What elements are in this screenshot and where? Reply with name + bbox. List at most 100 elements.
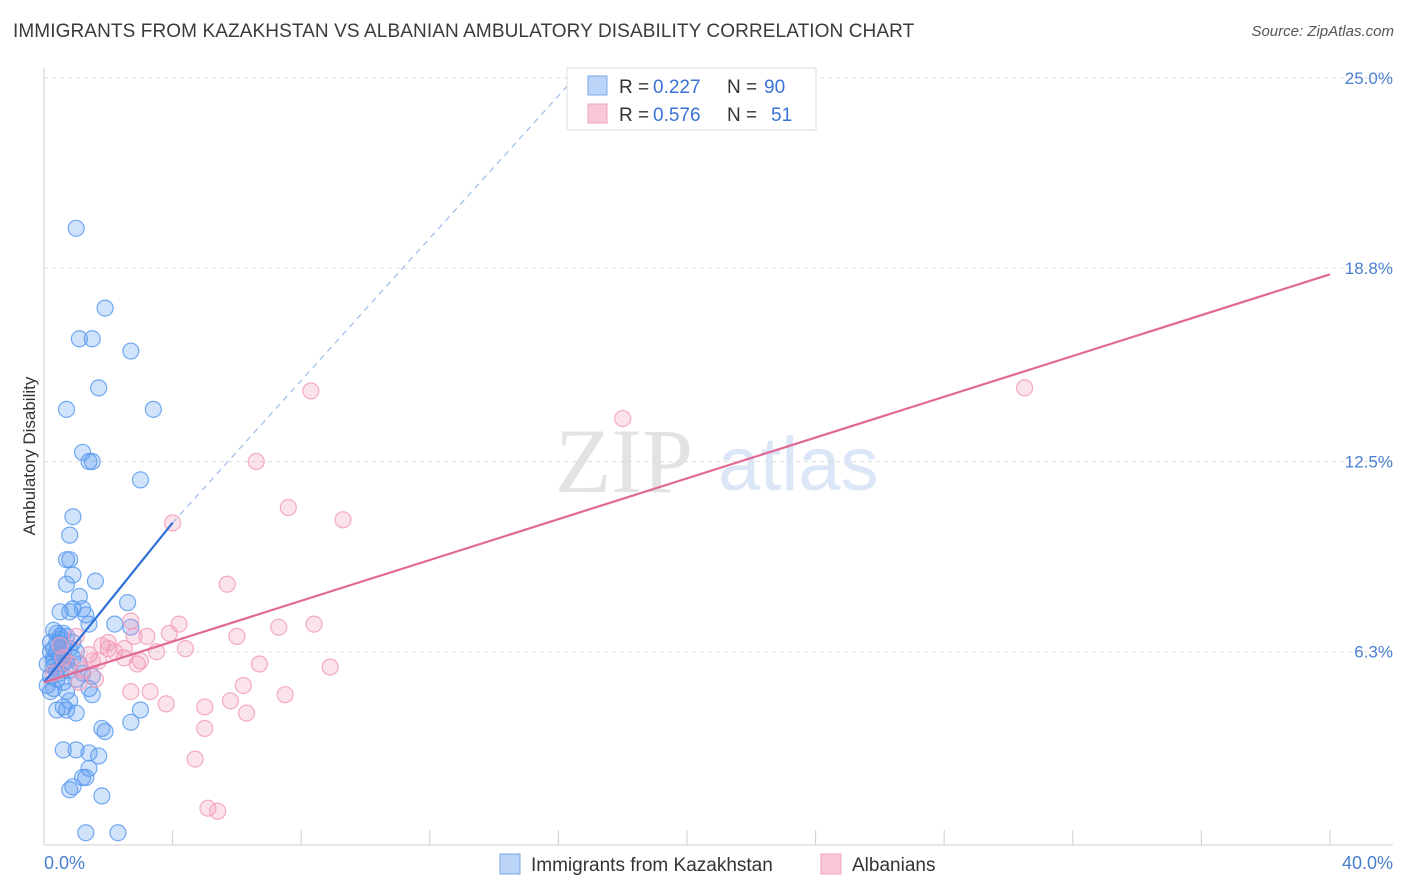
legend-box [566,67,817,131]
y-tick-label-3: 25.0% [1345,69,1393,88]
gridlines [44,77,1393,653]
kazakhstan-point-6 [57,400,76,418]
kazakhstan-point-76 [61,781,79,799]
albanians-point-46 [99,633,117,652]
correlation-legend: R = 0.227 N = 90 R = 0.576 N = 51 [566,67,817,131]
kazakhstan-point-71 [90,747,108,765]
albanians-point-33 [234,676,252,695]
albanians-point-36 [196,698,214,716]
y-tick-labels: 6.3% 12.5% 18.8% 25.0% [1345,69,1393,662]
bottom-legend-swatch-blue [499,853,521,875]
kazakhstan-trend-line [43,522,174,684]
kazakhstan-point-58 [83,686,101,704]
kazakhstan-point-20 [118,594,137,612]
x-tick-label-min: 0.0% [44,853,85,873]
series-kazakhstan-points [38,219,162,842]
albanians-point-32 [141,682,159,701]
albanians-point-40 [186,750,204,768]
kazakhstan-point-62 [67,704,85,722]
albanians-point-35 [157,695,175,713]
albanians-point-50 [51,636,69,655]
kazakhstan-point-5 [90,379,108,397]
albanians-point-42 [209,802,227,820]
bottom-legend-swatch-pink [820,853,842,875]
albanians-point-34 [276,686,294,704]
watermark-atlas: atlas [718,422,879,507]
kazakhstan-point-70 [80,744,98,762]
albanians-point-39 [196,719,214,738]
kazakhstan-point-75 [64,778,82,796]
kazakhstan-trend-extension [172,77,575,524]
kazakhstan-point-22 [51,603,69,621]
kazakhstan-point-10 [83,452,101,471]
bottom-legend-label-2: Albanians [852,855,935,876]
kazakhstan-point-27 [106,615,124,633]
kazakhstan-point-2 [70,330,88,348]
legend-n-label-1: N = [727,77,757,98]
chart-title: IMMIGRANTS FROM KAZAKHSTAN VS ALBANIAN A… [13,21,915,42]
kazakhstan-point-65 [122,713,140,731]
albanians-point-37 [221,692,240,710]
kazakhstan-point-16 [64,566,82,584]
kazakhstan-point-28 [122,618,140,636]
kazakhstan-point-18 [57,575,76,593]
kazakhstan-point-64 [131,701,150,719]
albanians-point-1 [1015,379,1034,397]
x-tick-label-max: 40.0% [1342,853,1393,873]
kazakhstan-point-79 [109,824,127,842]
kazakhstan-point-82 [41,682,60,701]
legend-r-value-1: 0.227 [653,77,701,98]
kazakhstan-point-3 [83,330,101,348]
y-tick-label-2: 18.8% [1345,259,1393,278]
legend-r-label-1: R = [619,77,649,98]
albanians-point-14 [160,624,178,642]
source-label: Source: ZipAtlas.com [1251,23,1394,40]
legend-swatch-blue [587,75,608,96]
kazakhstan-point-15 [61,551,79,569]
kazakhstan-point-1 [96,299,114,317]
albanians-point-13 [138,627,156,645]
albanians-point-2 [614,409,632,428]
albanians-point-21 [176,640,195,658]
kazakhstan-point-66 [93,719,111,738]
y-tick-label-0: 6.3% [1354,643,1393,662]
series-albanians-points [45,379,1034,820]
y-tick-label-1: 12.5% [1345,453,1393,472]
legend-swatch-pink [587,103,608,124]
albanians-point-28 [250,655,269,673]
kazakhstan-point-68 [54,741,72,759]
kazakhstan-point-17 [86,572,105,590]
kazakhstan-point-88 [57,627,76,645]
kazakhstan-point-55 [45,679,63,698]
legend-n-label-2: N = [727,105,757,126]
kazakhstan-point-11 [131,471,150,489]
kazakhstan-point-61 [48,701,66,719]
kazakhstan-point-0 [67,219,85,237]
kazakhstan-point-78 [77,824,95,842]
kazakhstan-point-12 [64,508,82,526]
albanians-point-48 [67,627,85,645]
albanians-point-12 [125,627,143,645]
albanians-point-10 [270,618,288,636]
trend-lines [43,77,1331,684]
albanians-point-4 [279,498,297,517]
albanians-point-5 [334,511,352,529]
albanians-point-38 [237,704,256,722]
albanians-point-0 [302,382,320,400]
legend-n-value-2: 51 [771,105,792,126]
legend-r-value-2: 0.576 [653,105,701,126]
kazakhstan-point-77 [93,787,111,805]
kazakhstan-point-23 [61,603,79,621]
albanians-point-3 [247,452,265,471]
legend-r-label-2: R = [619,105,649,126]
kazakhstan-point-69 [67,741,85,759]
albanians-point-15 [228,627,246,645]
albanians-trend-line [43,273,1331,684]
series-legend: Immigrants from Kazakhstan Albanians [499,853,935,876]
y-axis-title: Ambulatory Disability [20,376,39,535]
kazakhstan-point-7 [144,400,162,418]
albanians-point-8 [122,612,140,630]
kazakhstan-point-25 [77,606,95,624]
albanians-point-7 [218,575,236,593]
